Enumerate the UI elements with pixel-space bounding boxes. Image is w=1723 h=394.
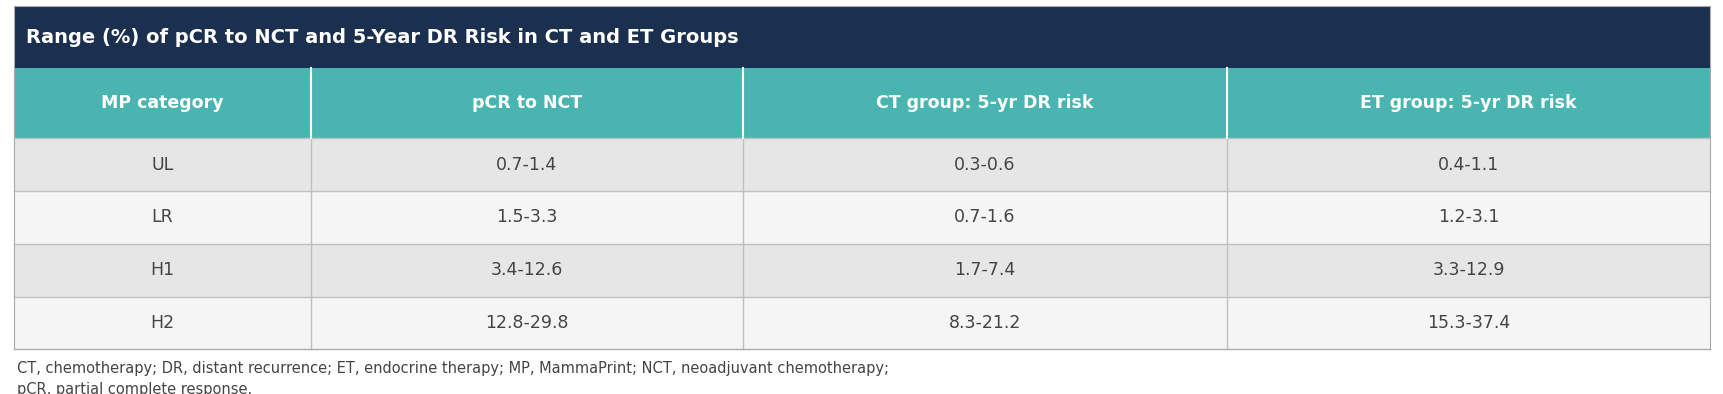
FancyBboxPatch shape bbox=[14, 244, 1709, 297]
FancyBboxPatch shape bbox=[14, 191, 1709, 244]
Text: 3.4-12.6: 3.4-12.6 bbox=[491, 261, 563, 279]
Text: 8.3-21.2: 8.3-21.2 bbox=[948, 314, 1020, 332]
Text: 1.2-3.1: 1.2-3.1 bbox=[1437, 208, 1499, 227]
Text: 1.7-7.4: 1.7-7.4 bbox=[955, 261, 1015, 279]
Text: MP category: MP category bbox=[102, 94, 224, 112]
Text: Range (%) of pCR to NCT and 5-Year DR Risk in CT and ET Groups: Range (%) of pCR to NCT and 5-Year DR Ri… bbox=[26, 28, 737, 46]
Text: 15.3-37.4: 15.3-37.4 bbox=[1427, 314, 1509, 332]
Text: 0.3-0.6: 0.3-0.6 bbox=[955, 156, 1015, 174]
Text: 3.3-12.9: 3.3-12.9 bbox=[1432, 261, 1504, 279]
FancyBboxPatch shape bbox=[14, 6, 1709, 68]
Text: H1: H1 bbox=[150, 261, 174, 279]
Text: 0.7-1.4: 0.7-1.4 bbox=[496, 156, 557, 174]
FancyBboxPatch shape bbox=[14, 68, 1709, 138]
FancyBboxPatch shape bbox=[14, 297, 1709, 349]
Text: CT, chemotherapy; DR, distant recurrence; ET, endocrine therapy; MP, MammaPrint;: CT, chemotherapy; DR, distant recurrence… bbox=[17, 361, 889, 394]
Text: UL: UL bbox=[152, 156, 174, 174]
Text: 0.7-1.6: 0.7-1.6 bbox=[955, 208, 1015, 227]
Text: H2: H2 bbox=[150, 314, 174, 332]
Text: pCR to NCT: pCR to NCT bbox=[472, 94, 582, 112]
Text: ET group: 5-yr DR risk: ET group: 5-yr DR risk bbox=[1359, 94, 1577, 112]
FancyBboxPatch shape bbox=[14, 138, 1709, 191]
Text: 0.4-1.1: 0.4-1.1 bbox=[1437, 156, 1499, 174]
Text: 12.8-29.8: 12.8-29.8 bbox=[484, 314, 569, 332]
Text: LR: LR bbox=[152, 208, 172, 227]
Text: CT group: 5-yr DR risk: CT group: 5-yr DR risk bbox=[875, 94, 1092, 112]
Text: 1.5-3.3: 1.5-3.3 bbox=[496, 208, 557, 227]
